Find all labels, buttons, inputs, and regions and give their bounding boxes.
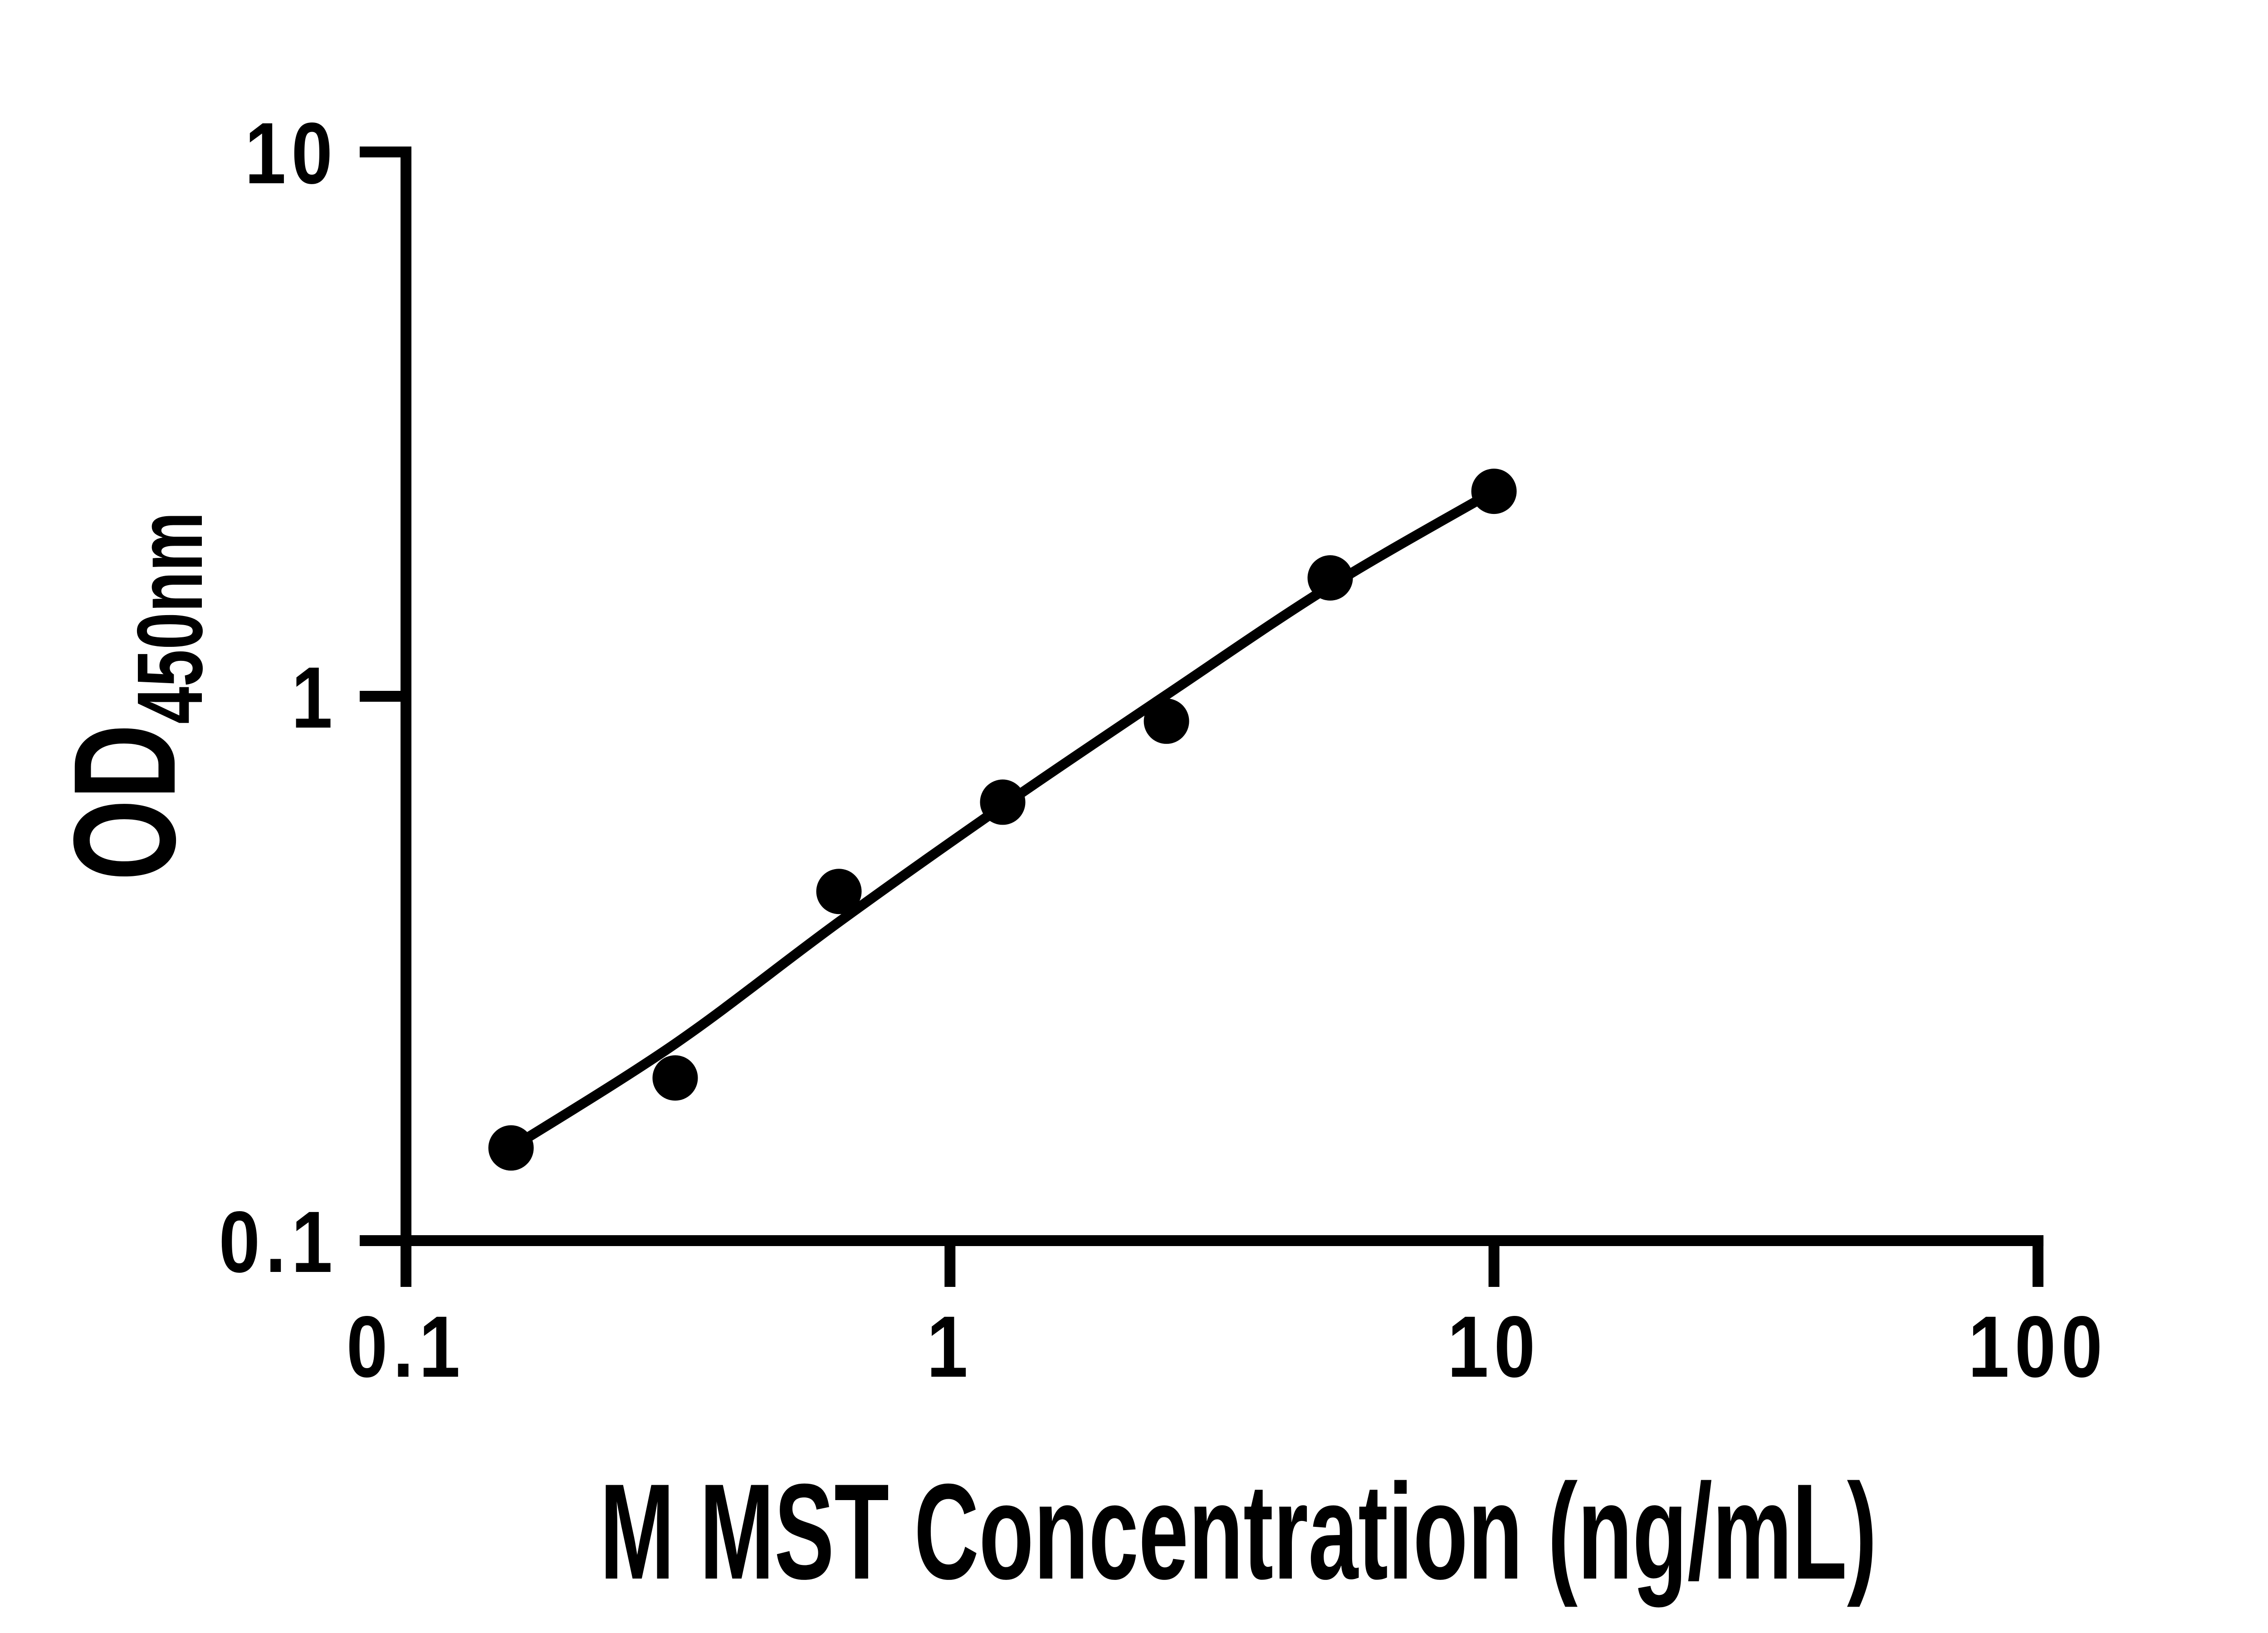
data-point xyxy=(488,1125,534,1171)
data-point xyxy=(980,779,1026,825)
y-axis-ticks: 0.1 1 10 xyxy=(219,105,406,1291)
x-axis-title: M MST Concentration (ng/mL) xyxy=(600,1456,1877,1608)
x-axis-ticks: 0.1 1 10 100 xyxy=(347,1241,2108,1395)
data-points xyxy=(488,469,1517,1171)
data-point xyxy=(816,869,862,914)
y-tick-label: 0.1 xyxy=(219,1193,338,1291)
x-tick-label: 10 xyxy=(1447,1298,1540,1395)
y-axis-title-subscript: 450nm xyxy=(117,512,222,724)
y-axis-title: OD450nm xyxy=(44,512,222,880)
data-point xyxy=(1144,698,1189,744)
data-point xyxy=(1307,555,1353,601)
y-axis-title-main: OD xyxy=(44,724,206,881)
x-tick-label: 100 xyxy=(1968,1298,2108,1395)
data-point xyxy=(652,1055,698,1101)
data-point xyxy=(1471,469,1517,514)
x-tick-label: 0.1 xyxy=(347,1298,466,1395)
y-tick-label: 1 xyxy=(291,649,338,746)
x-tick-label: 1 xyxy=(927,1298,973,1395)
y-tick-label: 10 xyxy=(245,105,338,202)
